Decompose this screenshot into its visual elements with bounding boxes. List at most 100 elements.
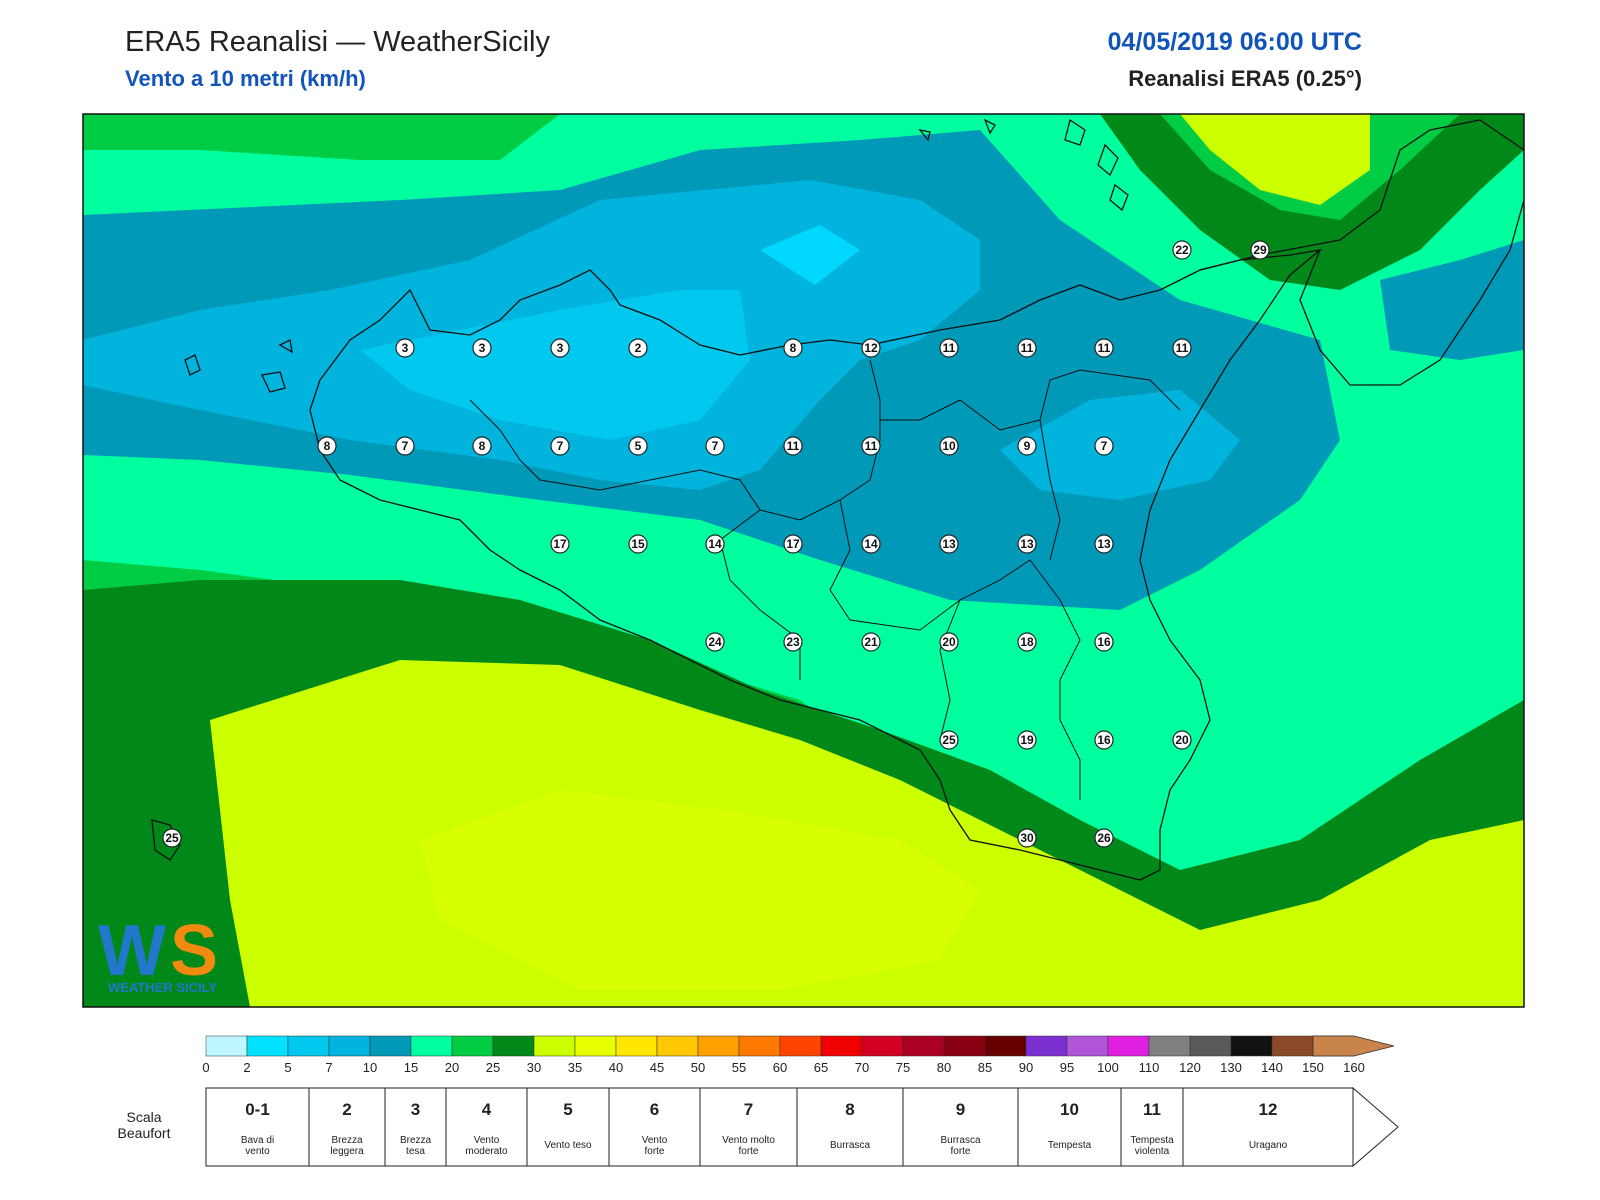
band-2-5: [760, 225, 860, 285]
beaufort-number: 11: [1143, 1100, 1161, 1119]
colorbar-tick: 150: [1302, 1060, 1324, 1075]
station-value: 19: [1017, 730, 1037, 750]
station-marker: [395, 436, 415, 456]
station-value: 13: [1017, 534, 1037, 554]
station-value-text: 8: [324, 439, 331, 453]
pantelleria: [151, 819, 181, 861]
colorbar-tick: 160: [1343, 1060, 1365, 1075]
colorbar-swatch: [1148, 1035, 1191, 1057]
beaufort-label-2: Beaufort: [118, 1125, 171, 1141]
station-value-text: 11: [1021, 341, 1034, 355]
station-value-text: 17: [553, 537, 567, 551]
colorbar-tick: 45: [650, 1060, 664, 1075]
station-value: 9: [1017, 436, 1037, 456]
station-value: 14: [705, 534, 725, 554]
beaufort-cell: 5 Vento teso: [526, 1087, 610, 1167]
colorbar-swatch: [574, 1035, 617, 1057]
station-value: 20: [1172, 730, 1192, 750]
beaufort-number: 8: [845, 1100, 854, 1119]
beaufort-cell-box: [902, 1087, 1019, 1167]
station-value-text: 19: [1020, 733, 1034, 747]
station-marker: [861, 632, 881, 652]
internal-boundaries: [469, 359, 1181, 800]
beaufort-cell: 12 Uragano: [1182, 1086, 1399, 1168]
colorbar-swatch: [1271, 1035, 1314, 1057]
beaufort-desc: forte: [738, 1146, 758, 1157]
colorbar-swatch: [861, 1035, 904, 1057]
beaufort-desc: Vento teso: [544, 1140, 592, 1151]
station-value-text: 21: [864, 635, 878, 649]
station-marker: [628, 338, 648, 358]
station-value-text: 16: [1097, 733, 1111, 747]
beaufort-desc: Brezza: [400, 1135, 432, 1146]
map-dataset: Reanalisi ERA5 (0.25°): [1128, 66, 1362, 91]
sicily-coast: [309, 248, 1323, 881]
station-value: 7: [395, 436, 415, 456]
station-labels: 22 29 3 3 3 2 8 12 11 11 11 11 8 7 8 7 5 7 11 11 10 9 7 17 15 14 1…: [162, 240, 1270, 848]
station-marker: [1172, 338, 1192, 358]
colorbar-swatch: [492, 1035, 535, 1057]
station-value-text: 8: [479, 439, 486, 453]
station-value: 8: [472, 436, 492, 456]
map-datetime: 04/05/2019 06:00 UTC: [1107, 28, 1362, 56]
coastlines: [151, 118, 1525, 881]
colorbar-tick: 140: [1261, 1060, 1283, 1075]
colorbar: 0 2 5 7 10 15 20 25 30 35 40 45 50 55 60 65 70 75 80 85 90 95…: [202, 1035, 1395, 1075]
beaufort-desc: leggera: [330, 1146, 364, 1157]
colorbar-swatch: [410, 1035, 453, 1057]
weathersicily-logo: W S WEATHER SICILY: [98, 911, 218, 995]
colorbar-swatch: [533, 1035, 576, 1057]
station-marker: [395, 338, 415, 358]
station-value-text: 11: [1176, 341, 1189, 355]
station-marker: [1017, 534, 1037, 554]
station-marker: [1172, 240, 1192, 260]
station-value-text: 26: [1097, 831, 1111, 845]
colorbar-tick: 50: [691, 1060, 705, 1075]
beaufort-desc: moderato: [465, 1146, 508, 1157]
beaufort-number: 0-1: [245, 1100, 270, 1119]
beaufort-number: 9: [956, 1100, 965, 1119]
colorbar-tick: 10: [363, 1060, 377, 1075]
station-value: 15: [628, 534, 648, 554]
beaufort-desc: Vento: [642, 1135, 668, 1146]
station-value-text: 7: [402, 439, 409, 453]
beaufort-number: 6: [650, 1100, 659, 1119]
station-value: 7: [705, 436, 725, 456]
colorbar-tick: 20: [445, 1060, 459, 1075]
station-value-text: 7: [712, 439, 719, 453]
colorbar-tick: 130: [1220, 1060, 1242, 1075]
station-marker: [1094, 534, 1114, 554]
station-value: 3: [550, 338, 570, 358]
station-value: 3: [395, 338, 415, 358]
colorbar-swatch: [820, 1035, 863, 1057]
station-marker: [939, 436, 959, 456]
station-value-text: 29: [1253, 243, 1267, 257]
station-marker: [472, 436, 492, 456]
station-marker: [1017, 338, 1037, 358]
beaufort-desc: tesa: [406, 1146, 425, 1157]
beaufort-number: 2: [342, 1100, 351, 1119]
beaufort-number: 4: [482, 1100, 492, 1119]
station-value: 11: [861, 436, 881, 456]
colorbar-tick: 35: [568, 1060, 582, 1075]
station-marker: [861, 338, 881, 358]
beaufort-desc: Bava di: [241, 1135, 274, 1146]
station-value-text: 10: [942, 439, 956, 453]
station-marker: [550, 436, 570, 456]
station-value: 7: [550, 436, 570, 456]
beaufort-desc: Vento: [474, 1135, 500, 1146]
station-marker: [1250, 240, 1270, 260]
station-marker: [939, 730, 959, 750]
colorbar-tick: 15: [404, 1060, 418, 1075]
colorbar-swatch: [984, 1035, 1027, 1057]
colorbar-tick: 110: [1139, 1060, 1160, 1075]
station-value: 5: [628, 436, 648, 456]
station-marker: [1094, 338, 1114, 358]
colorbar-tick: 100: [1097, 1060, 1119, 1075]
colorbar-tick: 120: [1179, 1060, 1201, 1075]
colorbar-tick: 60: [773, 1060, 787, 1075]
